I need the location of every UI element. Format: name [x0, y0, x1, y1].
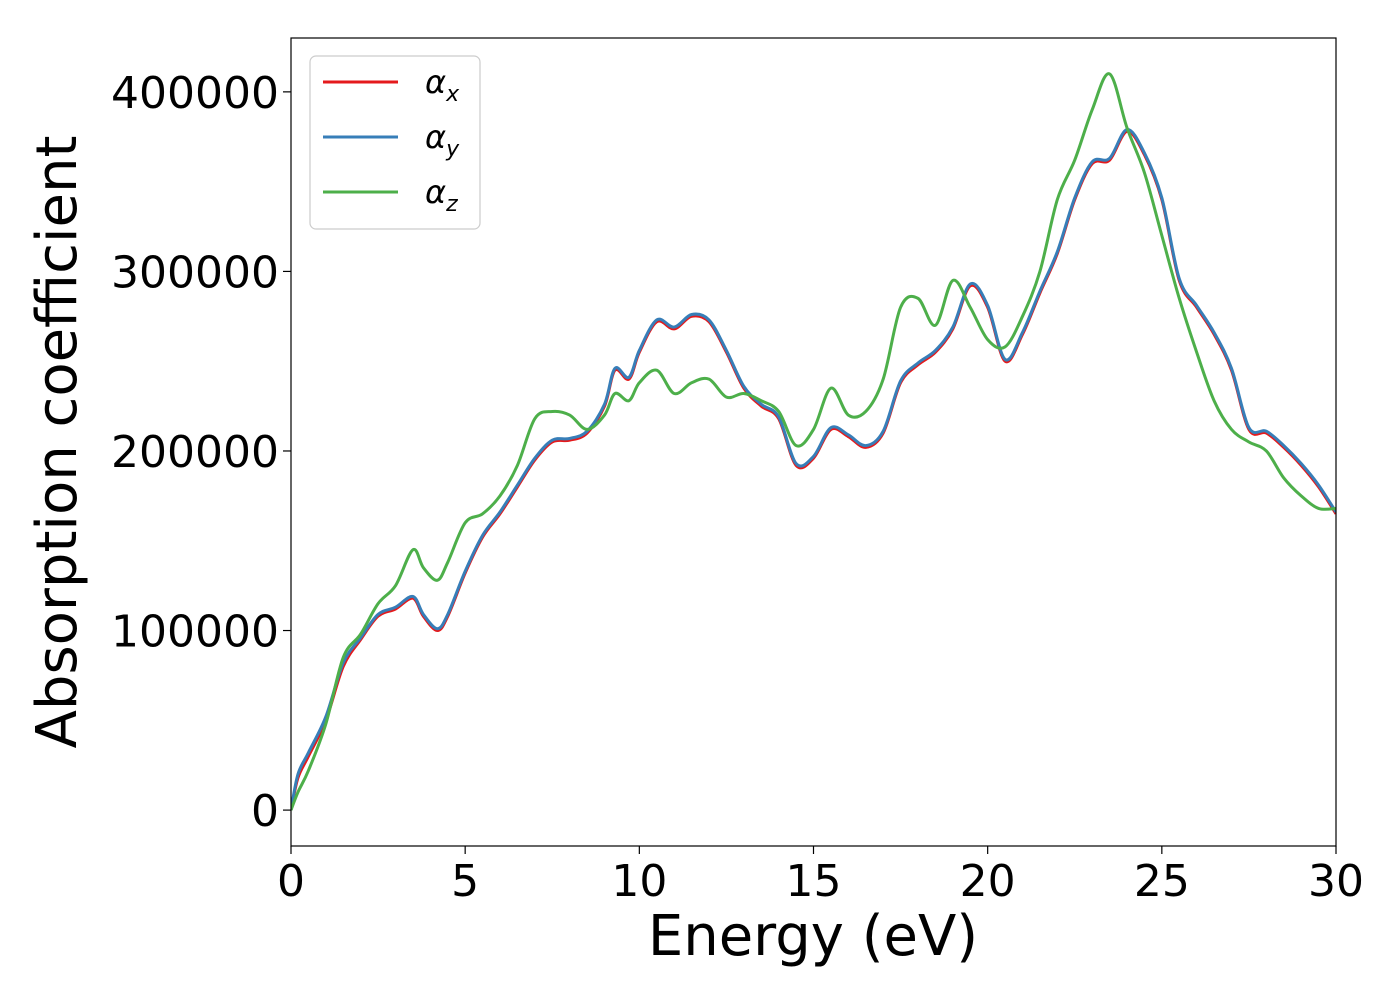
legend-label-z: αz — [425, 173, 458, 217]
legend-label-y: αy — [425, 118, 460, 162]
series-line-y — [291, 128, 1336, 811]
series-lines — [291, 72, 1336, 811]
y-tick-label: 400000 — [111, 68, 279, 119]
x-tick-label: 20 — [960, 856, 1016, 907]
y-axis-ticks: 0 100000 200000 300000 400000 — [111, 68, 291, 837]
legend-label-base: α — [425, 173, 446, 211]
x-axis-ticks: 0 5 10 15 20 25 30 — [277, 846, 1364, 907]
x-tick-label: 0 — [277, 856, 305, 907]
x-tick-label: 25 — [1134, 856, 1190, 907]
x-tick-label: 30 — [1308, 856, 1364, 907]
x-tick-label: 5 — [451, 856, 479, 907]
series-line-z — [291, 72, 1336, 811]
legend-label-base: α — [425, 63, 446, 101]
x-tick-label: 10 — [611, 856, 667, 907]
x-axis-title: Energy (eV) — [648, 904, 978, 969]
legend-box — [309, 55, 481, 230]
legend-label-base: α — [425, 118, 446, 156]
legend-label-subscript: y — [445, 137, 460, 162]
y-tick-label: 200000 — [111, 427, 279, 478]
legend-label-subscript: z — [445, 192, 458, 217]
y-tick-label: 100000 — [111, 607, 279, 658]
legend-label-subscript: x — [445, 82, 460, 107]
y-axis-title: Absorption coefficient — [25, 136, 90, 749]
y-tick-label: 300000 — [111, 247, 279, 298]
y-tick-label: 0 — [251, 786, 279, 837]
legend-label-x: αx — [425, 63, 460, 107]
x-tick-label: 15 — [786, 856, 842, 907]
